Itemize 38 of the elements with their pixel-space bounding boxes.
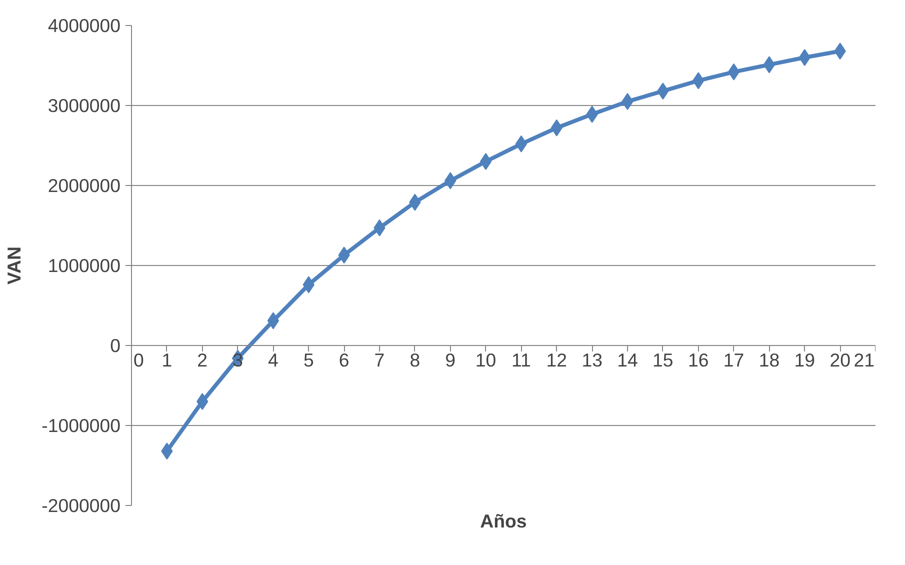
x-tick-label: 10 — [475, 350, 496, 370]
x-tick-label: 11 — [512, 350, 531, 370]
x-tick-label: 20 — [830, 350, 850, 370]
x-tick-label: 2 — [197, 350, 208, 370]
x-tick-label: 9 — [445, 350, 456, 370]
y-tick-label: -1000000 — [42, 415, 120, 436]
x-tick-label: 18 — [758, 350, 780, 370]
point — [515, 135, 528, 152]
point — [196, 393, 208, 410]
x-tick-label: 7 — [374, 350, 385, 370]
x-tick-label: 8 — [410, 350, 420, 370]
x-axis-title: Años — [480, 510, 527, 532]
point — [267, 312, 280, 330]
x-tick-label: 16 — [688, 350, 709, 370]
y-tick-label: 2000000 — [48, 175, 121, 196]
x-tick-label: 5 — [303, 350, 314, 370]
x-tick-label: 13 — [582, 350, 602, 370]
point — [480, 153, 492, 170]
point — [728, 63, 740, 80]
y-tick-label: 1000000 — [48, 255, 121, 276]
y-tick-label: 4000000 — [48, 15, 121, 36]
x-tick-label: 21 — [854, 350, 875, 370]
x-tick-label: 6 — [338, 350, 350, 370]
x-tick-label: 19 — [794, 350, 816, 370]
y-tick-label: -2000000 — [42, 495, 120, 516]
x-tick-label: 4 — [268, 350, 278, 370]
x-tick-label: 17 — [723, 350, 744, 370]
y-tick-label: 0 — [110, 335, 121, 356]
point — [798, 49, 810, 66]
point — [763, 56, 776, 74]
x-tick-label: 0 — [134, 350, 144, 370]
x-tick-label: 14 — [617, 350, 638, 370]
x-tick-label: 12 — [546, 350, 568, 370]
point — [622, 93, 634, 110]
x-tick-label: 15 — [652, 350, 674, 370]
y-axis-title: VAN — [4, 246, 25, 284]
y-tick-label: 3000000 — [48, 95, 121, 116]
x-tick-label: 1 — [162, 350, 172, 370]
